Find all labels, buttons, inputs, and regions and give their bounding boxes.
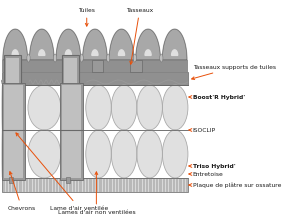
Bar <box>2 83 25 180</box>
Text: ISOCLIP: ISOCLIP <box>189 128 216 132</box>
Bar <box>62 55 79 178</box>
Text: Lame d'air ventilée: Lame d'air ventilée <box>16 133 108 211</box>
Ellipse shape <box>133 54 136 62</box>
Ellipse shape <box>80 54 83 62</box>
Text: Plaque de plâtre sur ossature: Plaque de plâtre sur ossature <box>189 182 281 188</box>
Bar <box>130 60 142 72</box>
Ellipse shape <box>53 54 57 62</box>
Text: Lames d'air non ventilées: Lames d'air non ventilées <box>58 172 135 214</box>
Bar <box>7 172 14 178</box>
Polygon shape <box>12 50 18 55</box>
Ellipse shape <box>86 85 111 130</box>
Ellipse shape <box>162 130 188 178</box>
Ellipse shape <box>86 130 111 178</box>
Ellipse shape <box>137 85 162 130</box>
Bar <box>60 83 83 180</box>
Text: Tasseaux supports de tuiles: Tasseaux supports de tuiles <box>192 64 276 80</box>
Text: Tasseaux: Tasseaux <box>126 7 153 64</box>
Polygon shape <box>136 29 160 60</box>
Ellipse shape <box>111 130 137 178</box>
Polygon shape <box>118 50 124 55</box>
Bar <box>4 85 23 178</box>
Polygon shape <box>65 50 71 55</box>
Polygon shape <box>162 29 187 60</box>
Ellipse shape <box>106 54 110 62</box>
Bar <box>64 58 77 175</box>
Bar <box>4 55 21 178</box>
Bar <box>2 178 188 192</box>
Ellipse shape <box>28 130 61 178</box>
Text: Chevrons: Chevrons <box>8 172 36 211</box>
Polygon shape <box>172 50 178 55</box>
Polygon shape <box>56 29 81 60</box>
Bar <box>6 58 19 175</box>
Bar <box>62 85 81 178</box>
Polygon shape <box>39 50 45 55</box>
Text: Tuiles: Tuiles <box>78 7 95 26</box>
Ellipse shape <box>2 130 3 178</box>
Ellipse shape <box>162 85 188 130</box>
Polygon shape <box>145 50 151 55</box>
Bar <box>67 177 70 183</box>
Text: Entretoise: Entretoise <box>189 172 224 176</box>
Polygon shape <box>83 29 107 60</box>
Bar <box>64 172 72 178</box>
Polygon shape <box>109 29 134 60</box>
Ellipse shape <box>27 54 30 62</box>
Bar <box>92 60 103 72</box>
Text: Triso Hybrid': Triso Hybrid' <box>189 163 236 169</box>
Polygon shape <box>30 29 54 60</box>
Ellipse shape <box>160 54 163 62</box>
Ellipse shape <box>28 85 61 130</box>
Polygon shape <box>3 29 27 60</box>
Bar <box>9 177 13 183</box>
Polygon shape <box>92 50 98 55</box>
Text: Boost'R Hybrid': Boost'R Hybrid' <box>189 95 245 99</box>
Ellipse shape <box>2 85 3 130</box>
Bar <box>2 72 188 85</box>
Bar <box>2 60 188 72</box>
Ellipse shape <box>111 85 137 130</box>
Ellipse shape <box>137 130 162 178</box>
